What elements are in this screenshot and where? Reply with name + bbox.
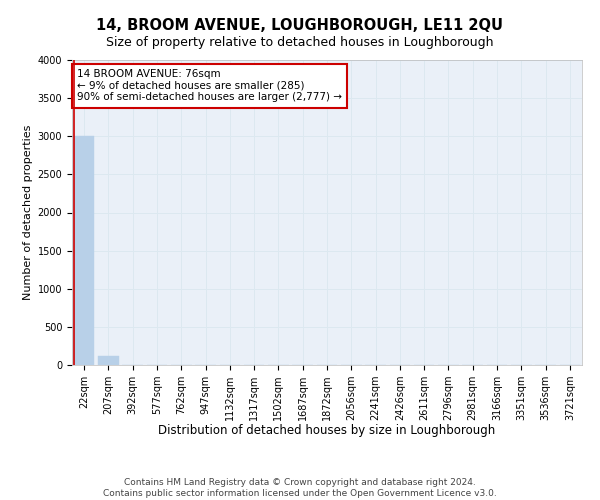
Text: 14 BROOM AVENUE: 76sqm
← 9% of detached houses are smaller (285)
90% of semi-det: 14 BROOM AVENUE: 76sqm ← 9% of detached … bbox=[77, 69, 342, 102]
Text: Contains HM Land Registry data © Crown copyright and database right 2024.
Contai: Contains HM Land Registry data © Crown c… bbox=[103, 478, 497, 498]
Bar bbox=[74, 136, 94, 365]
X-axis label: Distribution of detached houses by size in Loughborough: Distribution of detached houses by size … bbox=[158, 424, 496, 438]
Text: Size of property relative to detached houses in Loughborough: Size of property relative to detached ho… bbox=[106, 36, 494, 49]
Text: 14, BROOM AVENUE, LOUGHBOROUGH, LE11 2QU: 14, BROOM AVENUE, LOUGHBOROUGH, LE11 2QU bbox=[97, 18, 503, 32]
Bar bbox=[98, 356, 119, 365]
Y-axis label: Number of detached properties: Number of detached properties bbox=[23, 125, 34, 300]
